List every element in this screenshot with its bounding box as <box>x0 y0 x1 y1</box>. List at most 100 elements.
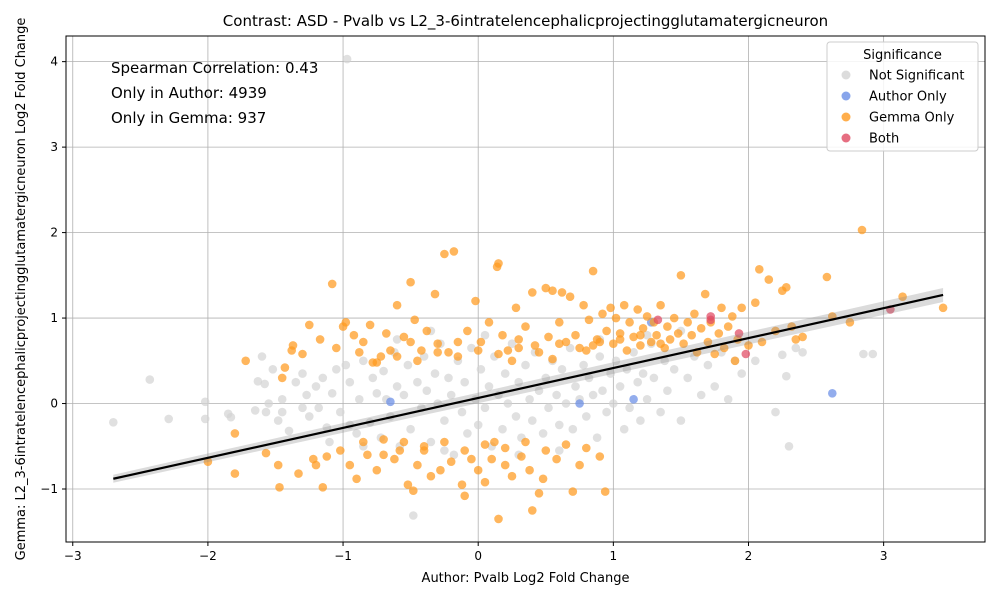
point-not-significant <box>480 330 490 340</box>
point-not-significant <box>642 395 652 404</box>
point-gemma-only <box>744 341 753 350</box>
point-not-significant <box>798 348 807 357</box>
point-author-only <box>386 397 395 407</box>
point-gemma-only <box>403 480 413 490</box>
point-gemma-only <box>433 348 443 357</box>
point-gemma-only <box>528 288 537 297</box>
point-not-significant <box>260 379 270 389</box>
point-gemma-only <box>652 330 661 340</box>
point-author-only <box>828 389 837 398</box>
point-gemma-only <box>595 452 605 461</box>
point-not-significant <box>552 390 561 400</box>
point-gemma-only <box>636 330 645 340</box>
point-not-significant <box>751 356 760 366</box>
point-not-significant <box>392 335 402 344</box>
point-gemma-only <box>436 465 445 475</box>
point-gemma-only <box>507 356 517 366</box>
point-gemma-only <box>473 465 483 475</box>
point-not-significant <box>273 416 283 425</box>
point-gemma-only <box>294 469 303 478</box>
point-gemma-only <box>696 324 706 333</box>
point-gemma-only <box>538 474 548 484</box>
point-gemma-only <box>683 318 692 327</box>
point-not-significant <box>696 390 706 400</box>
point-gemma-only <box>782 283 791 292</box>
point-gemma-only <box>606 303 615 313</box>
point-gemma-only <box>757 337 767 347</box>
legend-marker-both <box>841 133 851 143</box>
x-tick-label: 2 <box>745 549 753 563</box>
author-only-count-annotation: Only in Author: 4939 <box>111 84 267 102</box>
point-gemma-only <box>363 450 372 460</box>
point-gemma-only <box>494 259 503 268</box>
point-gemma-only <box>500 443 510 453</box>
regression-confidence-band <box>113 287 944 483</box>
point-not-significant <box>503 399 513 408</box>
point-both <box>741 349 751 359</box>
point-gemma-only <box>457 480 467 490</box>
point-gemma-only <box>446 457 456 467</box>
point-gemma-only <box>710 349 719 359</box>
point-gemma-only <box>376 352 386 361</box>
point-gemma-only <box>332 343 341 353</box>
point-gemma-only <box>588 266 598 276</box>
point-not-significant <box>264 399 274 408</box>
point-not-significant <box>669 365 679 374</box>
point-not-significant <box>392 382 402 391</box>
point-gemma-only <box>298 349 307 359</box>
point-gemma-only <box>588 341 598 350</box>
point-not-significant <box>555 446 564 455</box>
point-gemma-only <box>822 272 832 282</box>
point-gemma-only <box>619 300 629 310</box>
point-gemma-only <box>503 346 513 355</box>
point-gemma-only <box>717 303 726 313</box>
point-not-significant <box>584 373 594 383</box>
point-gemma-only <box>413 460 422 470</box>
point-not-significant <box>498 424 507 434</box>
point-gemma-only <box>615 335 625 344</box>
point-not-significant <box>595 352 605 361</box>
point-not-significant <box>332 365 341 374</box>
point-gemma-only <box>426 471 436 481</box>
point-gemma-only <box>548 286 557 296</box>
point-gemma-only <box>392 300 402 310</box>
y-tick-label: 1 <box>50 311 58 325</box>
point-gemma-only <box>382 329 391 338</box>
point-gemma-only <box>548 354 557 364</box>
point-not-significant <box>460 377 470 387</box>
point-gemma-only <box>345 460 355 470</box>
point-not-significant <box>399 390 409 400</box>
point-gemma-only <box>476 337 486 347</box>
point-gemma-only <box>419 442 429 451</box>
series-not-significant <box>109 54 878 520</box>
point-gemma-only <box>679 339 688 349</box>
point-gemma-only <box>525 465 534 475</box>
x-tick-label: −1 <box>334 549 352 563</box>
point-not-significant <box>463 429 472 438</box>
legend: Significance Not Significant Author Only… <box>826 41 979 152</box>
point-gemma-only <box>311 460 321 470</box>
point-gemma-only <box>494 349 503 359</box>
point-gemma-only <box>575 460 584 470</box>
point-gemma-only <box>352 474 361 484</box>
point-gemma-only <box>690 309 699 319</box>
point-not-significant <box>253 377 263 386</box>
legend-label-not-significant: Not Significant <box>869 69 965 84</box>
point-not-significant <box>426 437 436 447</box>
point-gemma-only <box>602 326 611 336</box>
point-gemma-only <box>341 318 351 327</box>
point-gemma-only <box>487 454 497 464</box>
point-gemma-only <box>629 332 638 342</box>
point-gemma-only <box>230 469 240 478</box>
point-gemma-only <box>490 437 499 447</box>
point-gemma-only <box>410 315 420 325</box>
point-not-significant <box>430 369 440 378</box>
point-gemma-only <box>521 437 530 447</box>
point-not-significant <box>446 390 456 400</box>
point-not-significant <box>372 389 382 398</box>
point-gemma-only <box>349 330 359 340</box>
point-gemma-only <box>673 329 683 338</box>
point-not-significant <box>473 420 483 430</box>
point-not-significant <box>444 373 453 383</box>
